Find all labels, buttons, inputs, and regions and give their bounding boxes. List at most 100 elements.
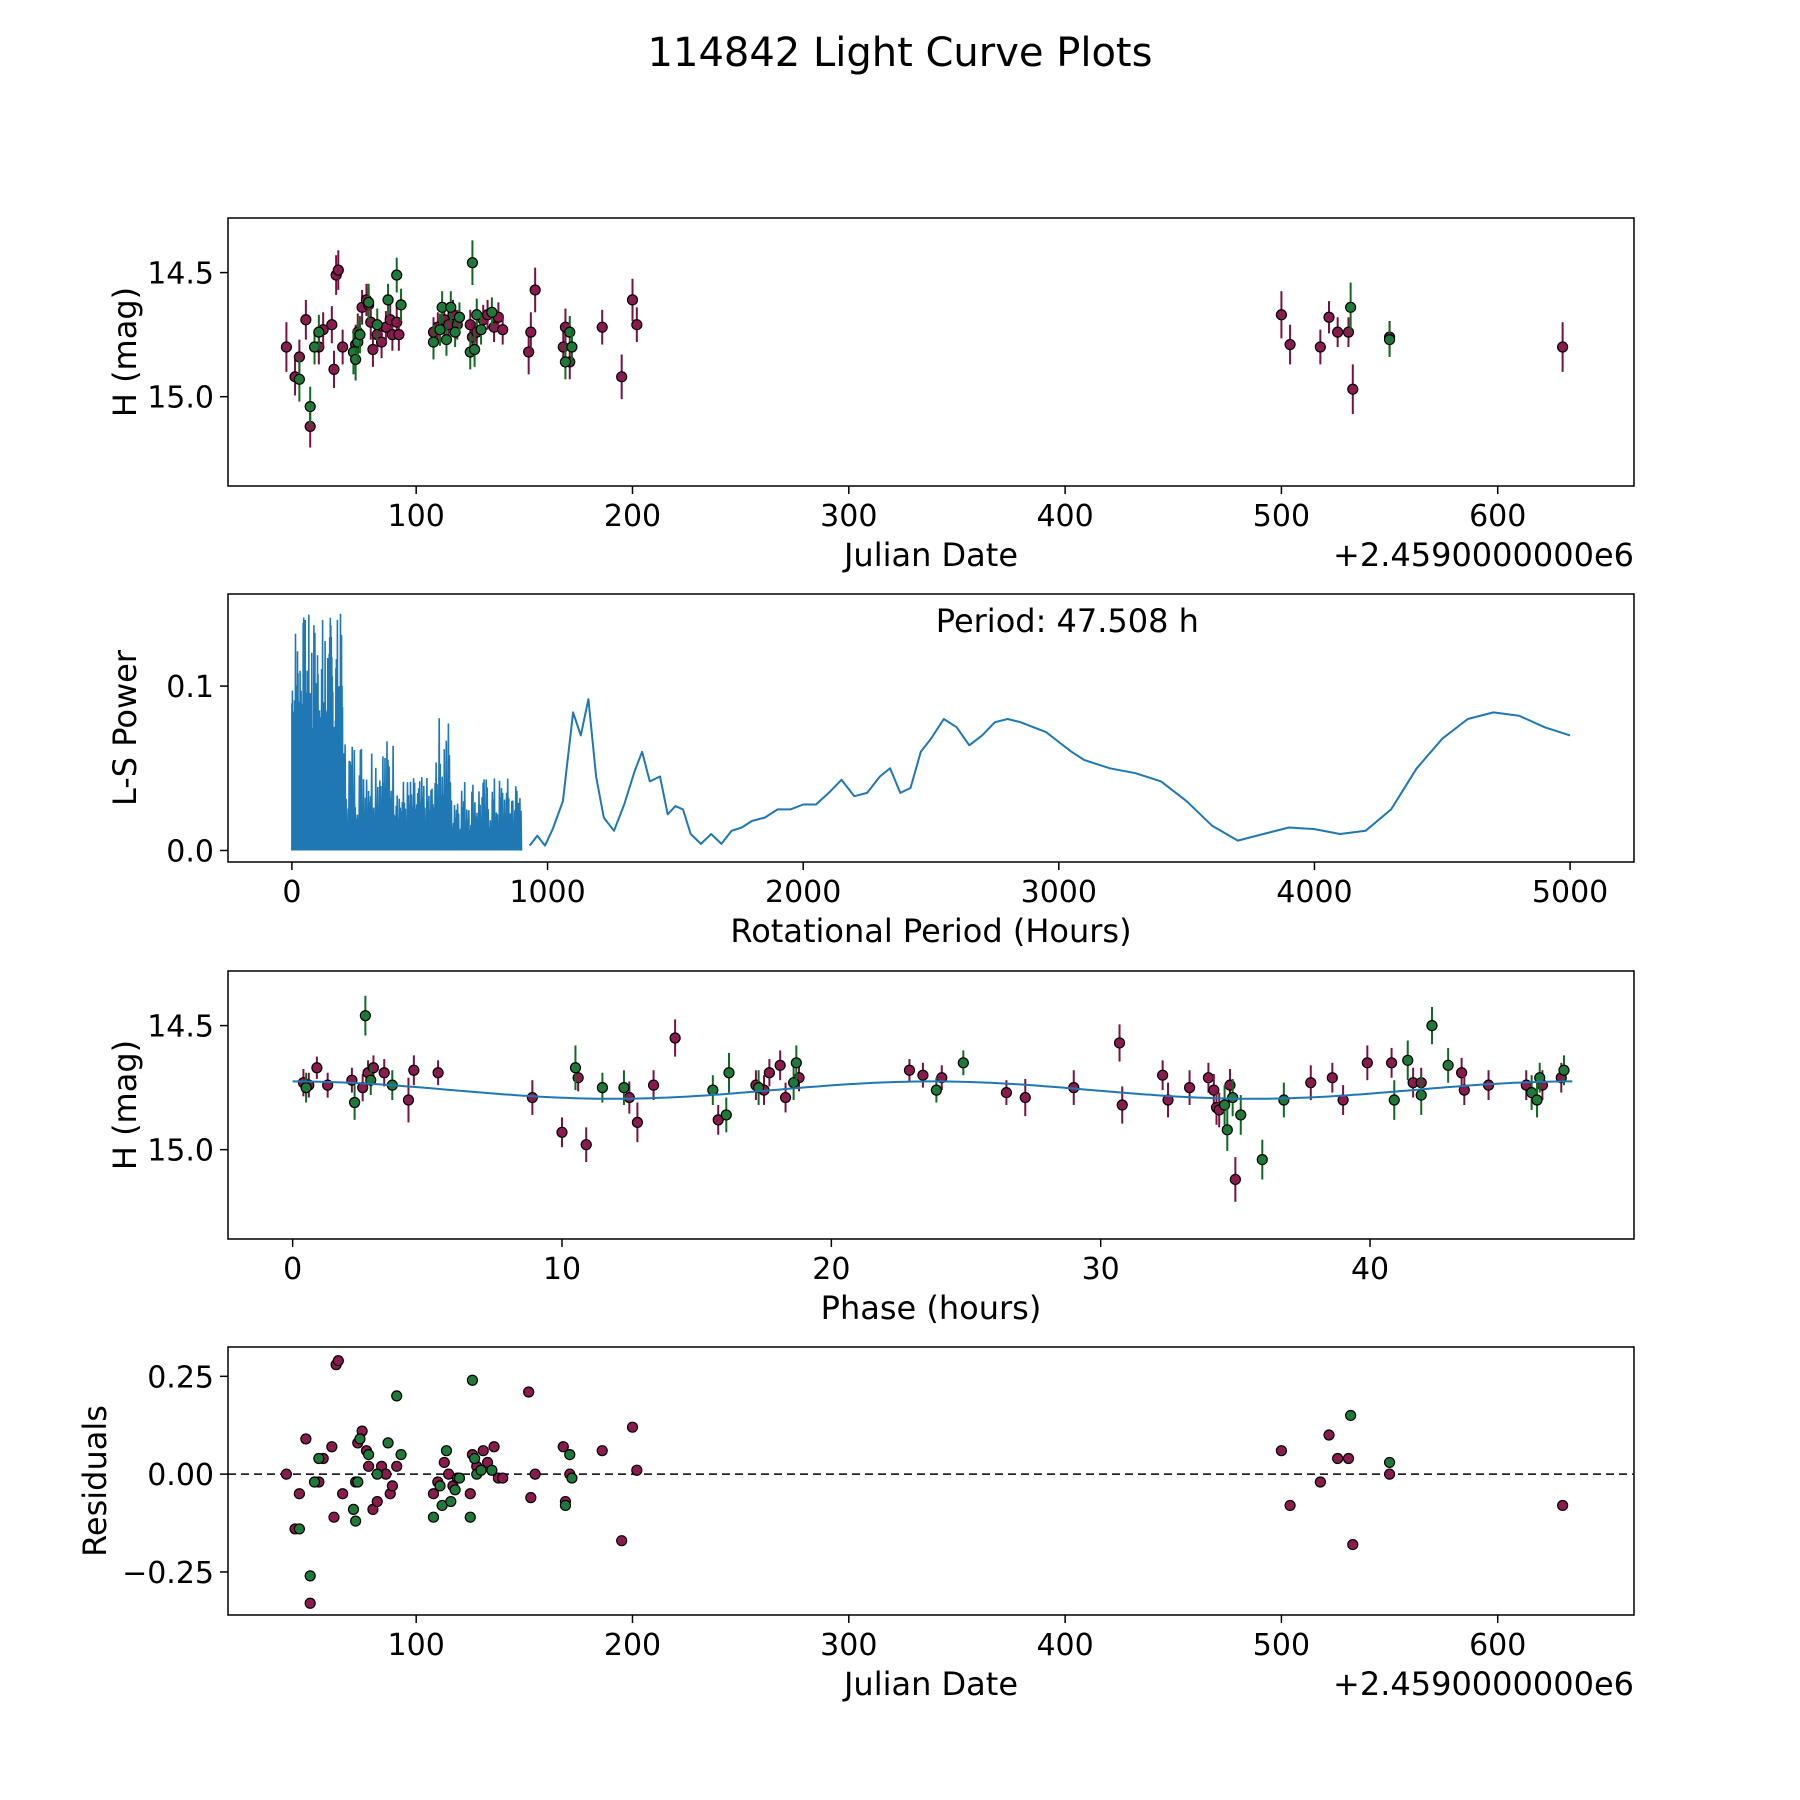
data-point-pink bbox=[1275, 1445, 1288, 1457]
data-point-pink bbox=[1284, 338, 1296, 351]
data-point-pink bbox=[1183, 1082, 1196, 1094]
data-point-pink bbox=[432, 1067, 444, 1079]
data-point-green bbox=[1415, 1089, 1427, 1101]
x-tick-label: 5000 bbox=[1532, 875, 1608, 910]
y-axis-label: H (mag) bbox=[106, 1040, 144, 1170]
data-point-green bbox=[453, 1472, 466, 1484]
data-point-pink bbox=[488, 1441, 500, 1453]
data-point-green bbox=[475, 1464, 487, 1476]
data-point-green bbox=[382, 1437, 394, 1449]
data-point-pink bbox=[1116, 1099, 1128, 1111]
x-tick-label: 100 bbox=[388, 1628, 445, 1663]
axes-frame bbox=[227, 593, 1635, 863]
data-point-green bbox=[1278, 1094, 1290, 1106]
x-tick-label: 100 bbox=[388, 499, 445, 534]
x-tick-label: 1000 bbox=[509, 875, 585, 910]
data-point-green bbox=[313, 1452, 325, 1465]
data-point-pink bbox=[1000, 1086, 1013, 1099]
y-axis-label: Residuals bbox=[76, 1405, 114, 1557]
data-point-green bbox=[720, 1109, 732, 1121]
data-point-green bbox=[1221, 1124, 1233, 1136]
data-point-green bbox=[1426, 1019, 1438, 1032]
data-point-pink bbox=[1305, 1077, 1317, 1089]
data-point-green bbox=[957, 1057, 969, 1069]
data-point-pink bbox=[1314, 341, 1326, 353]
data-point-green bbox=[468, 343, 481, 356]
y-axis-label: L-S Power bbox=[106, 649, 144, 806]
data-point-pink bbox=[1557, 341, 1569, 353]
data-point-pink bbox=[477, 1445, 489, 1457]
light-curve-data bbox=[280, 240, 1569, 448]
data-point-pink bbox=[523, 1386, 535, 1398]
data-point-green bbox=[569, 1062, 582, 1074]
data-point-pink bbox=[616, 371, 628, 383]
x-tick-label: 20 bbox=[812, 1252, 850, 1287]
y-tick-label: 0.25 bbox=[147, 1360, 214, 1395]
data-point-pink bbox=[497, 1472, 509, 1484]
axes-frame bbox=[227, 1346, 1635, 1616]
data-point-pink bbox=[1229, 1173, 1241, 1186]
x-tick-label: 400 bbox=[1036, 1628, 1093, 1663]
data-point-pink bbox=[1113, 1037, 1126, 1049]
x-tick-label: 200 bbox=[604, 499, 661, 534]
data-point-pink bbox=[631, 1116, 644, 1128]
model-curve bbox=[292, 1080, 1573, 1100]
data-point-green bbox=[440, 1445, 453, 1457]
data-point-green bbox=[359, 1010, 371, 1022]
data-point-green bbox=[1402, 1054, 1414, 1066]
data-point-pink bbox=[626, 1421, 639, 1433]
data-point-pink bbox=[300, 1433, 312, 1445]
x-tick-label: 40 bbox=[1351, 1252, 1389, 1287]
data-point-pink bbox=[293, 1488, 305, 1500]
data-point-pink bbox=[1323, 311, 1335, 323]
data-point-green bbox=[350, 353, 362, 366]
x-tick-label: 3000 bbox=[1021, 875, 1097, 910]
x-tick-label: 300 bbox=[820, 1628, 877, 1663]
data-point-pink bbox=[580, 1139, 592, 1151]
data-point-pink bbox=[1332, 326, 1344, 338]
data-point-green bbox=[427, 336, 440, 348]
data-point-pink bbox=[616, 1535, 628, 1547]
data-point-green bbox=[486, 306, 498, 318]
data-point-green bbox=[304, 1570, 316, 1582]
data-point-pink bbox=[631, 319, 643, 331]
data-point-pink bbox=[1323, 1429, 1335, 1441]
data-point-green bbox=[365, 1074, 377, 1086]
data-point-green bbox=[1345, 301, 1357, 313]
data-point-pink bbox=[596, 1445, 608, 1457]
data-point-pink bbox=[1314, 1476, 1326, 1488]
data-point-pink bbox=[326, 319, 338, 331]
x-tick-label: 600 bbox=[1469, 1628, 1526, 1663]
data-point-green bbox=[440, 333, 453, 346]
x-tick-label: 500 bbox=[1253, 1628, 1310, 1663]
data-point-pink bbox=[1347, 1538, 1359, 1551]
data-point-pink bbox=[408, 1064, 420, 1076]
data-point-green bbox=[596, 1082, 608, 1094]
data-point-green bbox=[308, 1476, 321, 1488]
data-point-pink bbox=[1342, 326, 1355, 338]
x-tick-label: 600 bbox=[1469, 499, 1526, 534]
data-point-pink bbox=[1019, 1091, 1031, 1104]
data-point-pink bbox=[326, 1441, 338, 1453]
data-point-green bbox=[566, 341, 578, 353]
data-point-pink bbox=[917, 1069, 929, 1081]
data-point-green bbox=[350, 1515, 362, 1527]
data-point-pink bbox=[332, 264, 344, 276]
data-point-green bbox=[352, 1476, 364, 1488]
x-tick-label: 2000 bbox=[765, 875, 841, 910]
data-point-green bbox=[466, 257, 479, 269]
data-point-green bbox=[434, 324, 446, 336]
x-offset-text: +2.4590000000e6 bbox=[1333, 1665, 1634, 1703]
data-point-pink bbox=[391, 1460, 403, 1472]
data-point-green bbox=[1383, 1456, 1396, 1469]
data-point-green bbox=[391, 1390, 403, 1402]
data-point-green bbox=[930, 1084, 942, 1096]
y-tick-label: 15.0 bbox=[147, 1134, 214, 1169]
data-point-pink bbox=[712, 1114, 724, 1126]
data-point-green bbox=[466, 1374, 479, 1386]
data-point-pink bbox=[1361, 1057, 1373, 1069]
data-point-pink bbox=[903, 1064, 916, 1076]
x-tick-label: 400 bbox=[1036, 499, 1093, 534]
data-point-pink bbox=[402, 1094, 415, 1106]
data-point-pink bbox=[438, 1456, 450, 1469]
